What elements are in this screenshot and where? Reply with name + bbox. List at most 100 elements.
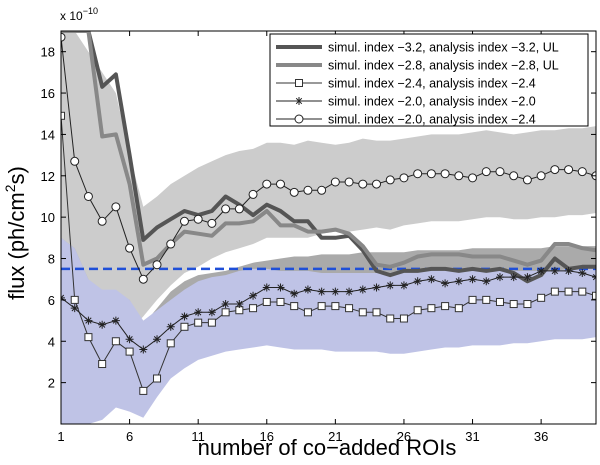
series-3-point — [221, 308, 230, 317]
series-4-point — [98, 320, 107, 329]
series-4-point — [537, 266, 546, 275]
series-3-point — [331, 302, 340, 311]
series-3-point — [207, 318, 216, 327]
series-4-point — [454, 277, 463, 286]
series-3-point — [317, 302, 326, 311]
series-5-point — [522, 175, 532, 185]
y-tick-label: 16 — [41, 86, 55, 101]
series-3-point — [509, 300, 518, 309]
series-3-point — [454, 304, 463, 313]
series-3-point — [482, 295, 491, 304]
series-3-point — [578, 287, 587, 296]
x-tick-label: 31 — [465, 429, 479, 444]
series-4-point — [125, 335, 134, 344]
y-tick-label: 10 — [41, 210, 55, 225]
legend-marker — [295, 79, 303, 87]
series-3-point — [495, 297, 504, 306]
series-3-point — [372, 308, 381, 317]
series-5-point — [152, 260, 162, 270]
series-5-line — [61, 37, 596, 280]
series-3-point — [166, 339, 175, 348]
series-4-point — [153, 335, 162, 344]
series-4-point — [262, 283, 271, 292]
series-5-point — [550, 165, 560, 175]
legend-label: simul. index −2.0, analysis index −2.0 — [328, 95, 536, 109]
legend-label: simul. index −3.2, analysis index −3.2, … — [328, 41, 559, 55]
series-3-line — [61, 115, 596, 392]
series-1-line — [61, 31, 596, 284]
series-4 — [61, 266, 596, 354]
series-4-point — [317, 287, 326, 296]
series-3-point — [592, 291, 596, 300]
y-tick-label: 14 — [41, 127, 55, 142]
series-4-point — [482, 277, 491, 286]
legend: simul. index −3.2, analysis index −3.2, … — [269, 33, 589, 127]
y-tick-label: 18 — [41, 45, 55, 60]
series-4-point — [386, 281, 395, 290]
series-5-point — [468, 173, 478, 183]
y-axis-label: flux (ph/cm2s) — [2, 166, 29, 300]
series-4-point — [523, 273, 532, 282]
series-5-point — [344, 177, 354, 187]
series-3-point — [70, 295, 79, 304]
series-5-point — [221, 204, 231, 214]
series-2 — [61, 31, 596, 269]
series-2-line — [61, 31, 596, 269]
x-axis-label: number of co−added ROIs — [198, 435, 457, 460]
series-3 — [61, 111, 596, 395]
series-3-point — [386, 314, 395, 323]
series-4-point — [399, 281, 408, 290]
series-4-point — [578, 269, 587, 278]
series-4-point — [180, 312, 189, 321]
series-5-point — [262, 179, 272, 189]
series-5-point — [440, 169, 450, 179]
series-5-point — [70, 156, 80, 166]
x-tick-label: 6 — [126, 429, 133, 444]
series-4-point — [221, 300, 230, 309]
series-5 — [61, 32, 596, 284]
series-5-point — [303, 185, 313, 195]
series-4-point — [166, 322, 175, 331]
series-5-point — [509, 171, 519, 181]
series-5-point — [275, 179, 285, 189]
series-4-point — [276, 283, 285, 292]
legend-marker — [294, 114, 304, 124]
series-4-point — [235, 300, 244, 309]
series-4-point — [207, 308, 216, 317]
y-tick-label: 6 — [48, 293, 55, 308]
series-5-point — [372, 179, 382, 189]
series-1 — [61, 31, 596, 284]
series-5-point — [426, 169, 436, 179]
series-5-point — [138, 274, 148, 284]
series-5-point — [454, 171, 464, 181]
series-4-point — [550, 266, 559, 275]
series-3-point — [427, 304, 436, 313]
legend-marker — [295, 97, 303, 105]
series-3-point — [262, 297, 271, 306]
series-3-point — [564, 287, 573, 296]
series-5-point — [97, 216, 107, 226]
series-4-point — [290, 289, 299, 298]
series-5-point — [61, 32, 66, 42]
series-5-point — [385, 175, 395, 185]
series-3-point — [550, 287, 559, 296]
series-3-point — [523, 300, 532, 309]
series-3-point — [61, 111, 65, 120]
series-4-point — [331, 287, 340, 296]
x-tick-label: 36 — [534, 429, 548, 444]
series-4-point — [70, 304, 79, 313]
series-4-line — [61, 270, 596, 350]
series-3-point — [303, 308, 312, 317]
x-tick-label: 16 — [260, 429, 274, 444]
x-tick-label: 26 — [397, 429, 411, 444]
legend-entry: simul. index −2.0, analysis index −2.0 — [276, 95, 536, 109]
series-lines — [61, 31, 596, 395]
series-5-point — [234, 204, 244, 214]
series-5-point — [179, 216, 189, 226]
series-4-point — [413, 277, 422, 286]
series-4-point — [564, 266, 573, 275]
series-3-point — [276, 297, 285, 306]
series-3-point — [139, 386, 148, 395]
series-3-point — [345, 304, 354, 313]
series-4-point — [111, 316, 120, 325]
